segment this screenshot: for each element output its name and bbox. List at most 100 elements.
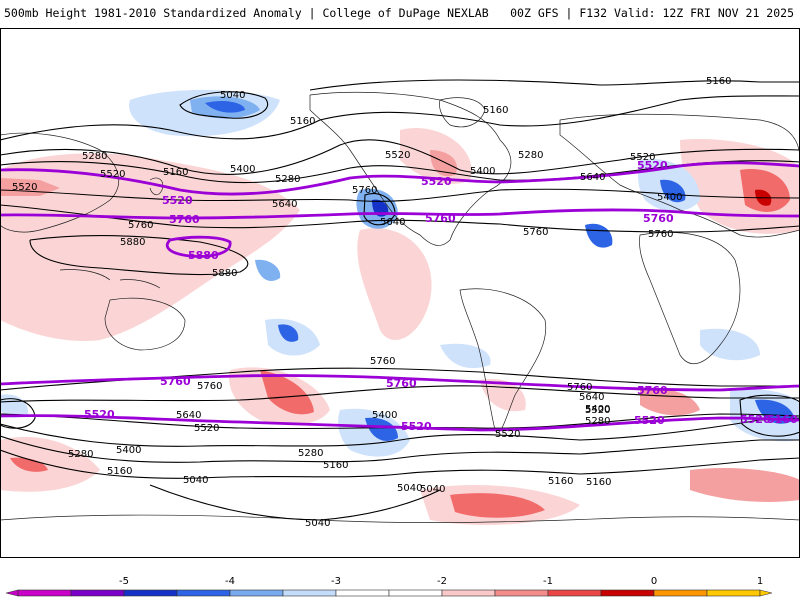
positive-anomaly xyxy=(357,228,432,340)
contour-5280-north xyxy=(0,95,800,141)
colorbar-segment xyxy=(335,589,390,597)
coastline-eurasia xyxy=(559,113,800,238)
contour-label: 5760 xyxy=(352,185,377,196)
colorbar-segments xyxy=(5,589,773,597)
contour-5160-south xyxy=(0,449,800,479)
highlight-5760-north xyxy=(0,208,800,220)
highlight-label: 5760 xyxy=(160,375,191,388)
contour-label: 5640 xyxy=(580,172,605,183)
negative-anomaly xyxy=(440,343,491,369)
colorbar-tick-label: -4 xyxy=(225,576,235,587)
colorbar-segment xyxy=(388,589,443,597)
contour-label: 5280 xyxy=(275,174,300,185)
positive-anomaly xyxy=(10,457,48,472)
contour-labels: 5040 5160 5160 5280 5520 5400 5520 5280 … xyxy=(12,76,731,529)
contour-5400-south xyxy=(0,417,800,447)
highlight-label: 5520 xyxy=(84,408,115,421)
highlight-label: 5760 xyxy=(425,212,456,225)
highlight-label: 5520 xyxy=(637,159,668,172)
coastline-africa xyxy=(639,232,741,365)
contour-label: 5280 xyxy=(68,449,93,460)
positive-anomaly xyxy=(0,436,100,492)
contour-label: 5040 xyxy=(420,484,445,495)
colorbar-ticks: -5-4-3-2-1012345 xyxy=(119,576,763,587)
colorbar-tick-label: 0 xyxy=(651,576,657,587)
highlight-contours xyxy=(0,161,800,432)
contour-label: 5760 xyxy=(648,229,673,240)
contour-label: 5520 xyxy=(585,405,610,416)
highlight-label: 5520 xyxy=(740,413,771,426)
contour-label: 5160 xyxy=(548,476,573,487)
colorbar-segment xyxy=(176,589,231,597)
contour-label: 5280 xyxy=(585,416,610,427)
highlight-label: 5160 xyxy=(767,413,798,426)
contour-5040 xyxy=(179,91,268,119)
contour-label: 5280 xyxy=(82,151,107,162)
colorbar-segment xyxy=(494,589,549,597)
contour-label: 5400 xyxy=(230,164,255,175)
coastline-greenland xyxy=(439,97,486,128)
negative-anomaly xyxy=(365,417,398,441)
highlight-labels: 5520 5760 5880 5520 5760 5520 5760 5760 … xyxy=(84,159,798,433)
height-contours xyxy=(0,79,800,521)
colorbar-segment xyxy=(229,589,284,597)
highlight-label: 5760 xyxy=(169,213,200,226)
contour-label: 5520 xyxy=(100,169,125,180)
highlight-5760-south xyxy=(0,374,800,392)
colorbar-segment xyxy=(17,589,72,597)
contour-label: 5280 xyxy=(298,448,323,459)
contour-label: 5520 xyxy=(630,152,655,163)
contour-5640-south xyxy=(0,385,800,403)
contour-label: 5520 xyxy=(12,182,37,193)
positive-anomaly xyxy=(260,370,314,415)
contour-label: 5160 xyxy=(323,460,348,471)
contour-label: 5520 xyxy=(385,150,410,161)
contour-label: 5400 xyxy=(585,404,610,415)
contour-label: 5760 xyxy=(128,220,153,231)
positive-anomaly xyxy=(690,468,800,502)
contour-label: 5760 xyxy=(197,381,222,392)
contour-label: 5160 xyxy=(586,477,611,488)
colorbar-segment xyxy=(441,589,496,597)
colorbar-segment xyxy=(70,589,125,597)
contour-label: 5520 xyxy=(495,429,520,440)
highlight-label: 5760 xyxy=(637,384,668,397)
negative-anomaly xyxy=(585,223,613,248)
contour-label: 5160 xyxy=(107,466,132,477)
coastline-south-america xyxy=(459,288,547,433)
colorbar-segment xyxy=(547,589,602,597)
colorbar-left-cap xyxy=(5,589,19,597)
contour-label: 5040 xyxy=(305,518,330,529)
colorbar: -5-4-3-2-1012345 xyxy=(5,576,773,597)
contour-label: 5280 xyxy=(518,150,543,161)
highlight-label: 5760 xyxy=(643,212,674,225)
contour-label: 5400 xyxy=(372,410,397,421)
coastline-antarctica xyxy=(0,514,800,523)
map-title: 500mb Height 1981-2010 Standardized Anom… xyxy=(4,6,489,20)
contour-label: 5520 xyxy=(194,423,219,434)
positive-anomaly xyxy=(430,150,458,177)
colorbar-right-cap xyxy=(759,589,773,597)
colorbar-tick-label: -1 xyxy=(543,576,553,587)
colorbar-tick-label: 1 xyxy=(757,576,763,587)
positive-anomaly xyxy=(740,169,790,212)
negative-anomaly xyxy=(278,324,299,342)
highlight-label: 5520 xyxy=(401,420,432,433)
contour-label: 5400 xyxy=(470,166,495,177)
colorbar-segment xyxy=(123,589,178,597)
contour-label: 5160 xyxy=(163,167,188,178)
positive-anomaly xyxy=(450,493,545,518)
coastline-indonesia xyxy=(59,269,161,289)
highlight-label: 5520 xyxy=(421,175,452,188)
contour-label: 5640 xyxy=(176,410,201,421)
colorbar-segment xyxy=(600,589,655,597)
contour-label: 5760 xyxy=(370,356,395,367)
contour-label: 5160 xyxy=(483,105,508,116)
contour-label: 5160 xyxy=(290,116,315,127)
contour-label: 5160 xyxy=(706,76,731,87)
coastline-asia-east xyxy=(0,132,119,233)
negative-anomaly xyxy=(755,399,795,424)
contour-5640-north xyxy=(0,188,800,202)
highlight-5520-north xyxy=(0,161,800,196)
contour-label: 5040 xyxy=(183,475,208,486)
